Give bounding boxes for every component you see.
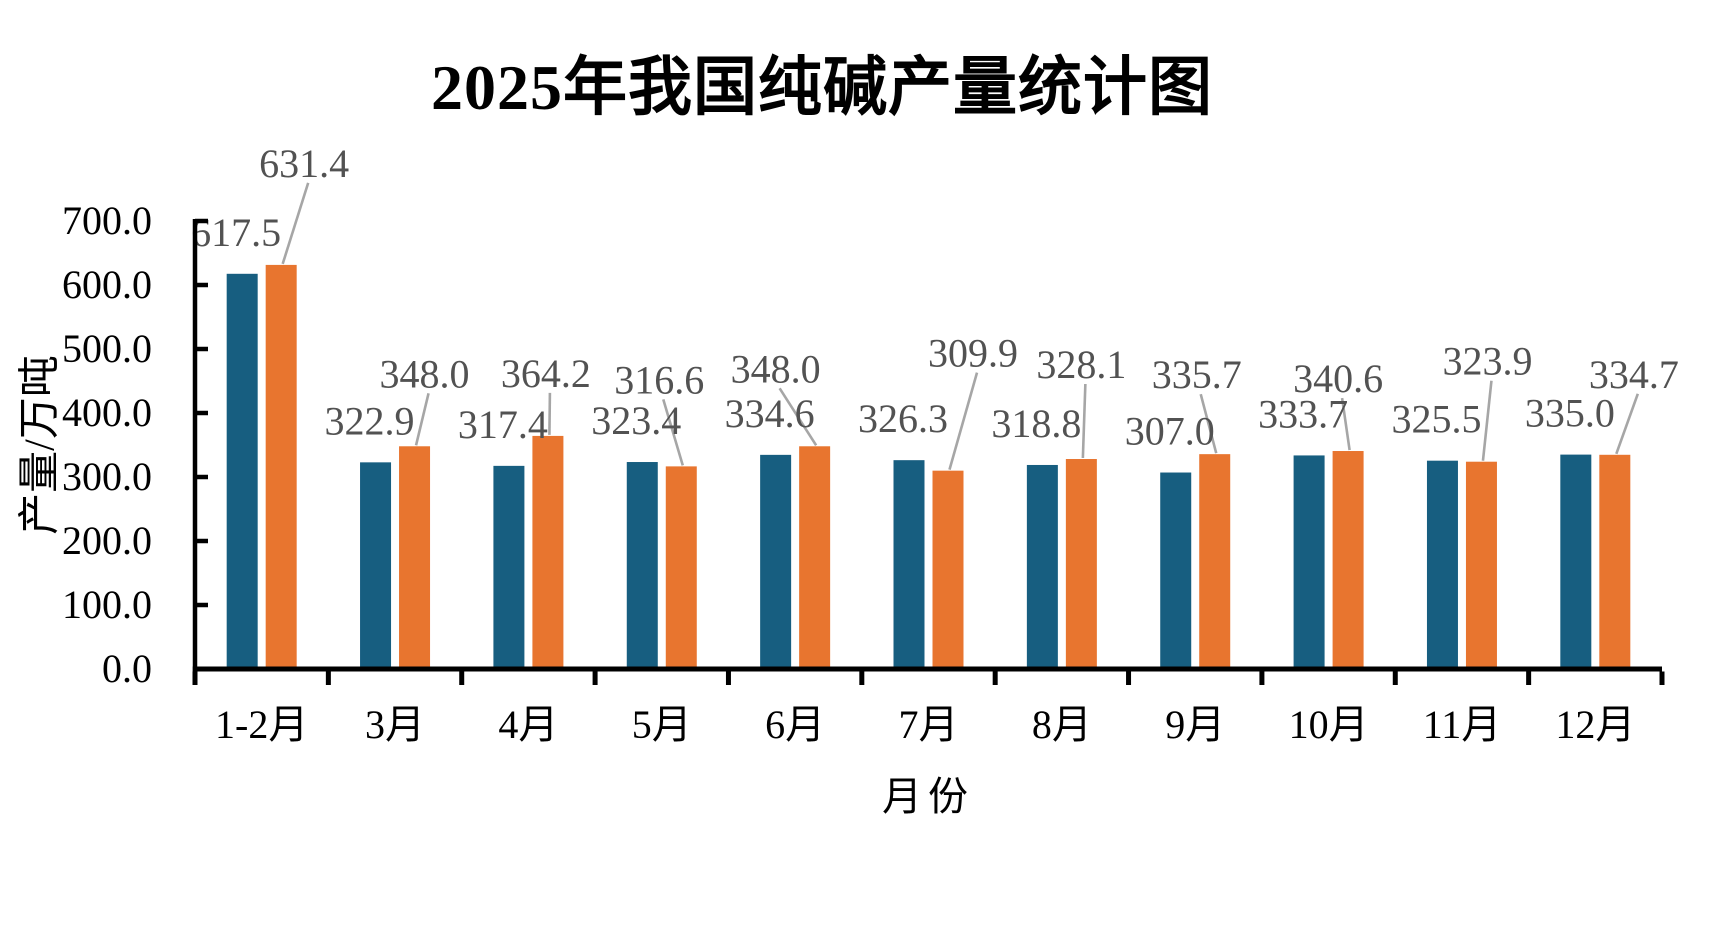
y-tick-label-4: 400.0 — [62, 390, 152, 435]
data-label-series2-7: 335.7 — [1152, 352, 1242, 397]
data-label-series2-3: 316.6 — [614, 357, 704, 402]
bar-series2-6 — [1065, 459, 1097, 669]
x-category-label-1: 3月 — [365, 702, 425, 747]
label-leader-line-8 — [1340, 397, 1351, 451]
y-tick-label-7: 700.0 — [62, 198, 152, 243]
bar-series2-2 — [532, 435, 564, 669]
label-leader-line-10 — [1615, 393, 1640, 455]
x-category-label-2: 4月 — [498, 702, 558, 747]
bar-series1-3 — [626, 462, 658, 669]
bar-series1-5 — [893, 460, 925, 669]
data-label-series2-6: 328.1 — [1036, 342, 1126, 387]
data-label-series2-9: 323.9 — [1442, 339, 1532, 384]
bar-series1-8 — [1293, 455, 1325, 669]
data-label-series1-8: 333.7 — [1258, 391, 1348, 436]
bar-series2-5 — [932, 470, 964, 669]
bar-series1-6 — [1026, 464, 1058, 669]
data-label-series1-10: 335.0 — [1525, 391, 1615, 436]
y-tick-label-2: 200.0 — [62, 518, 152, 563]
label-leader-line-2 — [548, 392, 552, 435]
bar-series2-3 — [665, 466, 697, 669]
data-label-series1-1: 322.9 — [325, 398, 415, 443]
label-leader-line-3 — [662, 399, 685, 466]
x-category-label-10: 12月 — [1555, 702, 1635, 747]
data-label-series1-3: 323.4 — [591, 398, 681, 443]
data-label-series2-2: 364.2 — [501, 351, 591, 396]
data-label-series2-5: 309.9 — [928, 331, 1018, 376]
x-category-label-6: 8月 — [1032, 702, 1092, 747]
label-leader-line-0 — [281, 182, 310, 265]
bar-series2-1 — [399, 446, 431, 669]
chart-title: 2025年我国纯碱产量统计图 — [431, 52, 1213, 123]
label-leader-line-5 — [948, 372, 979, 471]
bar-series1-10 — [1560, 454, 1592, 669]
y-tick-label-3: 300.0 — [62, 454, 152, 499]
data-label-series1-5: 326.3 — [858, 396, 948, 441]
x-category-label-7: 9月 — [1165, 702, 1225, 747]
bar-series2-0 — [265, 264, 297, 669]
bar-series1-9 — [1426, 460, 1458, 669]
x-axis-title: 月份 — [882, 774, 974, 819]
bar-series2-9 — [1465, 461, 1497, 669]
bar-series1-2 — [493, 465, 525, 669]
data-label-series2-4: 348.0 — [731, 346, 821, 391]
x-category-label-3: 5月 — [632, 702, 692, 747]
x-category-label-4: 6月 — [765, 702, 825, 747]
data-label-series2-1: 348.0 — [380, 351, 470, 396]
label-leader-line-1 — [414, 392, 430, 446]
x-category-label-0: 1-2月 — [215, 702, 308, 747]
data-label-series1-0: 617.5 — [191, 210, 281, 255]
bar-series2-8 — [1332, 451, 1364, 669]
bar-series1-1 — [360, 462, 392, 669]
data-label-series1-6: 318.8 — [991, 401, 1081, 446]
data-label-series1-7: 307.0 — [1125, 409, 1215, 454]
y-tick-label-6: 600.0 — [62, 262, 152, 307]
data-label-series2-8: 340.6 — [1293, 356, 1383, 401]
y-tick-label-1: 100.0 — [62, 582, 152, 627]
label-leader-line-6 — [1081, 383, 1087, 459]
data-label-series1-4: 334.6 — [725, 391, 815, 436]
bar-series2-10 — [1599, 454, 1631, 669]
label-leader-line-4 — [778, 387, 818, 446]
data-label-series1-2: 317.4 — [458, 402, 548, 447]
bar-series1-7 — [1160, 472, 1192, 669]
x-category-label-8: 10月 — [1289, 702, 1369, 747]
label-leader-line-7 — [1199, 393, 1218, 454]
y-tick-label-0: 0.0 — [102, 646, 152, 691]
data-label-series2-0: 631.4 — [259, 141, 349, 186]
bar-series2-7 — [1199, 454, 1231, 669]
bar-series1-0 — [226, 273, 258, 669]
label-leader-line-9 — [1481, 380, 1493, 461]
y-tick-label-5: 500.0 — [62, 326, 152, 371]
x-category-label-5: 7月 — [899, 702, 959, 747]
x-category-label-9: 11月 — [1423, 702, 1502, 747]
data-label-series1-9: 325.5 — [1391, 397, 1481, 442]
bar-series1-4 — [760, 454, 792, 669]
data-label-series2-10: 334.7 — [1589, 352, 1679, 397]
bar-series2-4 — [799, 446, 831, 669]
